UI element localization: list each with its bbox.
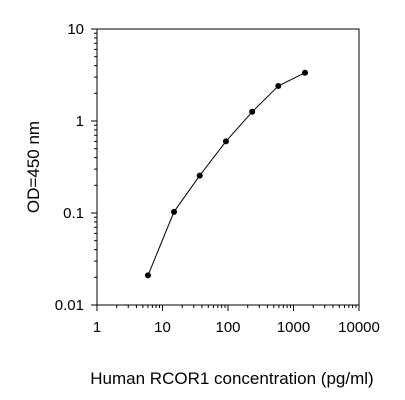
x-tick-label: 1 [93, 319, 101, 336]
series-line [147, 72, 306, 276]
series-layer [144, 69, 309, 279]
x-tick-label: 10 [154, 319, 171, 336]
data-point [144, 272, 151, 279]
y-axis-ticks: 0.01 0.1 1 10 [55, 21, 97, 314]
x-tick-label: 1000 [277, 319, 310, 336]
y-tick-label: 1 [76, 113, 84, 130]
data-point [196, 172, 203, 179]
x-tick-label: 10000 [338, 319, 380, 336]
x-tick-label: 100 [215, 319, 240, 336]
data-point [249, 108, 256, 115]
x-axis-ticks: 1 10 100 1000 10000 [93, 305, 380, 336]
y-tick-label: 0.01 [55, 297, 84, 314]
plot-area-frame [96, 28, 360, 306]
y-tick-label: 0.1 [63, 205, 84, 222]
data-point [302, 69, 309, 76]
data-point [171, 208, 178, 215]
y-tick-label: 10 [67, 21, 84, 38]
y-axis-title: OD=450 nm [24, 121, 43, 213]
data-point [275, 83, 282, 90]
x-axis-title: Human RCOR1 concentration (pg/ml) [90, 369, 373, 388]
data-point [222, 138, 229, 145]
